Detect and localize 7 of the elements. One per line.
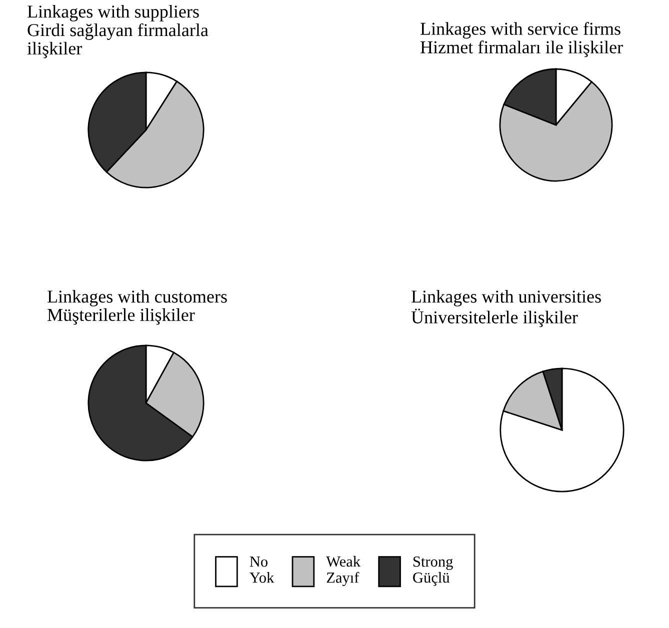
chart-title: Linkages with suppliers Girdi sağlayan firmalarla ilişkiler (27, 5, 208, 58)
legend-label: No Yok (250, 556, 274, 583)
legend-label: Strong Güçlü (413, 556, 453, 586)
legend-label: Weak Zayıf (326, 556, 361, 586)
chart-title: Linkages with customers Müşterilerle ilişkiler (48, 290, 227, 325)
chart-title: Linkages with service firms Hizmet firmaları ile ilişkiler (420, 22, 623, 58)
chart-title: Linkages with universities Üniversitelerle ilişkiler (411, 290, 601, 328)
